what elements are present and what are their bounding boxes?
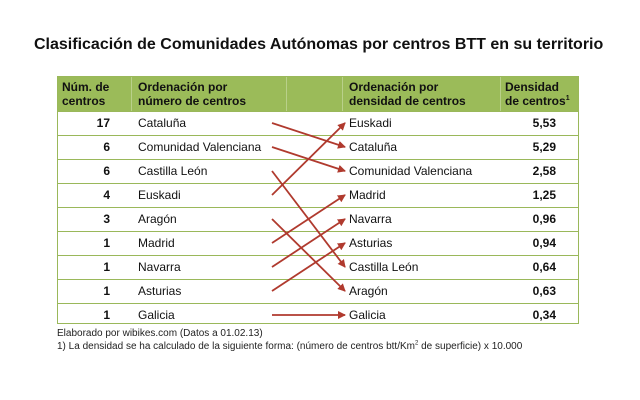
header-density-text: de centros xyxy=(505,94,566,108)
by-density-cell: Galicia xyxy=(349,308,386,322)
by-density-cell: Navarra xyxy=(349,212,392,226)
by-density-cell: Castilla León xyxy=(349,260,419,274)
density-note: 1) La densidad se ha calculado de la sig… xyxy=(57,340,522,353)
header-by-density-line2: densidad de centros xyxy=(349,94,466,108)
density-note-sup: 2 xyxy=(414,340,419,347)
num-centros-cell: 6 xyxy=(103,164,110,178)
table-header: Núm. de centros Ordenación por número de… xyxy=(58,77,578,111)
source-note: Elaborado por wibikes.com (Datos a 01.02… xyxy=(57,328,263,339)
num-centros-cell: 3 xyxy=(103,212,110,226)
header-separator xyxy=(131,77,132,111)
by-count-cell: Asturias xyxy=(138,284,182,298)
header-by-count-line1: Ordenación por xyxy=(138,80,228,94)
by-count-cell: Galicia xyxy=(138,308,175,322)
density-cell: 0,94 xyxy=(532,236,556,250)
footnotes: Elaborado por wibikes.com (Datos a 01.02… xyxy=(57,327,522,353)
header-num-line1: Núm. de xyxy=(62,80,110,94)
num-centros-cell: 1 xyxy=(103,236,110,250)
density-cell: 5,29 xyxy=(532,140,556,154)
num-centros-cell: 1 xyxy=(103,308,110,322)
density-cell: 0,34 xyxy=(532,308,556,322)
density-cell: 0,64 xyxy=(532,260,556,274)
table-row: 3 Aragón Navarra 0,96 xyxy=(58,207,578,231)
header-density-line1: Densidad xyxy=(505,80,560,94)
table-row: 17 Cataluña Euskadi 5,53 xyxy=(58,111,578,135)
header-by-count: Ordenación por número de centros xyxy=(138,80,246,108)
num-centros-cell: 1 xyxy=(103,260,110,274)
density-cell: 5,53 xyxy=(532,116,556,130)
by-density-cell: Euskadi xyxy=(349,116,392,130)
header-separator xyxy=(342,77,343,111)
by-count-cell: Comunidad Valenciana xyxy=(138,140,262,154)
by-count-cell: Castilla León xyxy=(138,164,208,178)
by-density-cell: Madrid xyxy=(349,188,386,202)
table-row: 6 Comunidad Valenciana Cataluña 5,29 xyxy=(58,135,578,159)
by-density-cell: Asturias xyxy=(349,236,393,250)
table-row: 1 Galicia Galicia 0,34 xyxy=(58,303,578,327)
by-count-cell: Cataluña xyxy=(138,116,187,130)
num-centros-cell: 1 xyxy=(103,284,110,298)
density-cell: 1,25 xyxy=(532,188,556,202)
header-by-density: Ordenación por densidad de centros xyxy=(349,80,466,108)
header-separator xyxy=(286,77,287,111)
by-count-cell: Euskadi xyxy=(138,188,181,202)
table-row: 1 Asturias Aragón 0,63 xyxy=(58,279,578,303)
by-density-cell: Cataluña xyxy=(349,140,398,154)
header-density: Densidad de centros1 xyxy=(505,80,570,108)
num-centros-cell: 4 xyxy=(103,188,110,202)
by-density-cell: Aragón xyxy=(349,284,388,298)
density-cell: 0,63 xyxy=(532,284,556,298)
footnote-marker: 1 xyxy=(565,95,570,102)
ranking-table: Núm. de centros Ordenación por número de… xyxy=(57,76,579,324)
num-centros-cell: 17 xyxy=(96,116,110,130)
table-row: 4 Euskadi Madrid 1,25 xyxy=(58,183,578,207)
page-title: Clasificación de Comunidades Autónomas p… xyxy=(34,36,604,53)
header-separator xyxy=(500,77,501,111)
header-num-line2: centros xyxy=(62,94,106,108)
by-density-cell: Comunidad Valenciana xyxy=(349,164,473,178)
header-by-count-line2: número de centros xyxy=(138,94,247,108)
by-count-cell: Aragón xyxy=(138,212,177,226)
header-num-centros: Núm. de centros xyxy=(62,80,109,108)
header-by-density-line1: Ordenación por xyxy=(349,80,439,94)
num-centros-cell: 6 xyxy=(103,140,110,154)
table-row: 1 Navarra Castilla León 0,64 xyxy=(58,255,578,279)
density-cell: 0,96 xyxy=(532,212,556,226)
table-row: 1 Madrid Asturias 0,94 xyxy=(58,231,578,255)
density-note-text: 1) La densidad se ha calculado de la sig… xyxy=(57,341,415,352)
by-count-cell: Navarra xyxy=(138,260,181,274)
table-row: 6 Castilla León Comunidad Valenciana 2,58 xyxy=(58,159,578,183)
header-density-line2: de centros1 xyxy=(505,94,570,108)
density-note-text-end: de superficie) x 10.000 xyxy=(418,341,523,352)
by-count-cell: Madrid xyxy=(138,236,175,250)
density-cell: 2,58 xyxy=(532,164,556,178)
